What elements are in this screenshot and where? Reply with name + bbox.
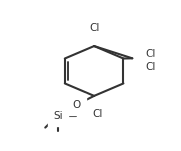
Text: Cl: Cl	[145, 49, 156, 59]
Text: Cl: Cl	[145, 62, 156, 72]
Text: Cl: Cl	[89, 23, 99, 33]
Text: Cl: Cl	[92, 109, 103, 119]
Text: O: O	[72, 100, 80, 110]
Text: Si: Si	[53, 111, 63, 120]
